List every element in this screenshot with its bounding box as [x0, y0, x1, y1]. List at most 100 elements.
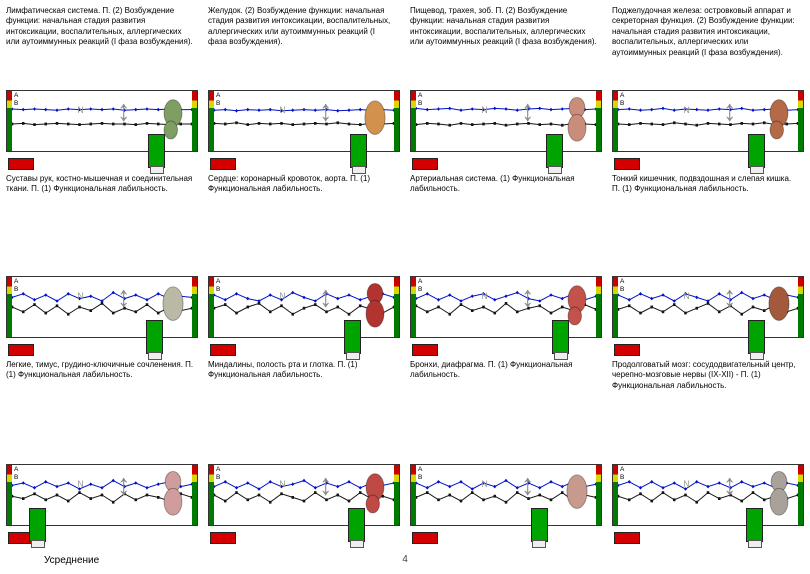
red-indicator-bar [412, 344, 438, 356]
scale-letters: А В [620, 466, 624, 482]
norm-label: N [683, 105, 690, 116]
scale-letter-b: В [14, 285, 19, 293]
anatomy-small-intestine-icon [768, 286, 790, 321]
scale-letter-b: В [14, 99, 19, 107]
scale-letter-b: В [418, 473, 423, 481]
page-number: 4 [402, 554, 408, 565]
scale-letters: А В [14, 278, 18, 294]
chart-area: А В N ↕ [612, 464, 804, 526]
norm-label: N [279, 291, 286, 302]
green-indicator-bar [344, 320, 362, 354]
panel-footer [6, 320, 198, 360]
left-scale-strip [411, 277, 416, 337]
page-footer: Усреднение 4 [0, 550, 810, 568]
chart-area: А В N ↕ [6, 464, 198, 526]
chart-area: А В N ↕ [208, 90, 400, 152]
scale-letter-b: В [418, 285, 423, 293]
red-indicator-bar [614, 158, 640, 170]
chart-area: А В N ↕ [612, 276, 804, 338]
chart-panel: А В N ↕ [208, 90, 400, 174]
right-scale-strip [394, 91, 399, 151]
right-scale-strip [192, 277, 197, 337]
left-scale-strip [613, 465, 618, 525]
right-scale-strip [798, 465, 803, 525]
left-scale-strip [209, 277, 214, 337]
red-indicator-bar [8, 158, 34, 170]
right-scale-strip [798, 91, 803, 151]
scale-letter-b: В [418, 99, 423, 107]
panel-caption: Поджелудочная железа: островковый аппара… [612, 6, 795, 57]
red-indicator-bar [210, 532, 236, 544]
vertical-arrow-icon: ↕ [319, 278, 333, 314]
left-scale-strip [7, 91, 12, 151]
norm-label: N [683, 479, 690, 490]
green-indicator-bar [148, 134, 166, 168]
green-indicator-bar [530, 508, 548, 542]
vertical-arrow-icon: ↕ [117, 278, 131, 314]
measurement-graph [12, 478, 192, 504]
diagnostic-panel: Легкие, тимус, грудино-ключичные сочлене… [6, 360, 198, 548]
red-indicator-bar [412, 532, 438, 544]
norm-label: N [683, 291, 690, 302]
scale-letter-a: А [14, 92, 19, 99]
red-indicator-bar [412, 158, 438, 170]
indicator-box [345, 352, 360, 360]
red-indicator-bar [614, 532, 640, 544]
averaging-label: Усреднение [44, 555, 100, 566]
anatomy-heart-icon [365, 283, 385, 328]
right-scale-strip [394, 465, 399, 525]
chart-area: А В N ↕ [6, 90, 198, 152]
chart-panel: А В N ↕ [6, 464, 198, 548]
chart-panel: А В N ↕ [410, 90, 602, 174]
right-scale-strip [192, 465, 197, 525]
right-scale-strip [394, 277, 399, 337]
panel-footer [410, 320, 602, 360]
scale-letter-a: А [418, 92, 423, 99]
anatomy-arterial-system-icon [567, 285, 587, 326]
panel-footer [612, 320, 804, 360]
scale-letters: А В [216, 278, 220, 294]
panel-footer [6, 134, 198, 174]
scale-letter-a: А [418, 466, 423, 473]
panel-footer [208, 320, 400, 360]
left-scale-strip [209, 465, 214, 525]
panel-caption: Сердце: коронарный кровоток, аорта. П. (… [208, 174, 371, 194]
measurement-graph [618, 480, 798, 504]
right-scale-strip [596, 277, 601, 337]
red-indicator-bar [8, 344, 34, 356]
indicator-box [553, 352, 568, 360]
chart-area: А В N ↕ [410, 276, 602, 338]
green-indicator-bar [546, 134, 564, 168]
norm-label: N [279, 479, 286, 490]
diagnostic-panel: Продолговатый мозг: сосудодвигательный ц… [612, 360, 804, 548]
scale-letter-b: В [216, 473, 221, 481]
diagnostic-panel: Тонкий кишечник, подвздошная и слепая ки… [612, 174, 804, 360]
green-indicator-bar [746, 508, 764, 542]
diagnostic-panel: Суставы рук, костно-мышечная и соедините… [6, 174, 198, 360]
scale-letters: А В [418, 92, 422, 108]
diagnostic-panel: Миндалины, полость рта и глотка. П. (1) … [208, 360, 400, 548]
scale-letters: А В [418, 278, 422, 294]
panel-caption: Легкие, тимус, грудино-ключичные сочлене… [6, 360, 194, 380]
panel-caption: Тонкий кишечник, подвздошная и слепая ки… [612, 174, 792, 194]
vertical-arrow-icon: ↕ [723, 92, 737, 128]
scale-letter-b: В [620, 99, 625, 107]
green-indicator-bar [552, 320, 570, 354]
diagnostic-panel: Сердце: коронарный кровоток, аорта. П. (… [208, 174, 400, 360]
scale-letters: А В [216, 466, 220, 482]
green-indicator-bar [350, 134, 368, 168]
left-scale-strip [411, 465, 416, 525]
diagnostic-panel: Поджелудочная железа: островковый аппара… [612, 6, 804, 174]
chart-panel: А В N ↕ [6, 90, 198, 174]
scale-letter-b: В [216, 99, 221, 107]
vertical-arrow-icon: ↕ [521, 92, 535, 128]
chart-panel: А В N ↕ [410, 276, 602, 360]
vertical-arrow-icon: ↕ [117, 466, 131, 502]
norm-label: N [481, 291, 488, 302]
left-scale-strip [411, 91, 416, 151]
indicator-box [532, 540, 547, 548]
panel-footer [208, 134, 400, 174]
anatomy-mouth-tonsils-icon [365, 473, 385, 514]
red-indicator-bar [614, 344, 640, 356]
scale-letter-b: В [620, 285, 625, 293]
